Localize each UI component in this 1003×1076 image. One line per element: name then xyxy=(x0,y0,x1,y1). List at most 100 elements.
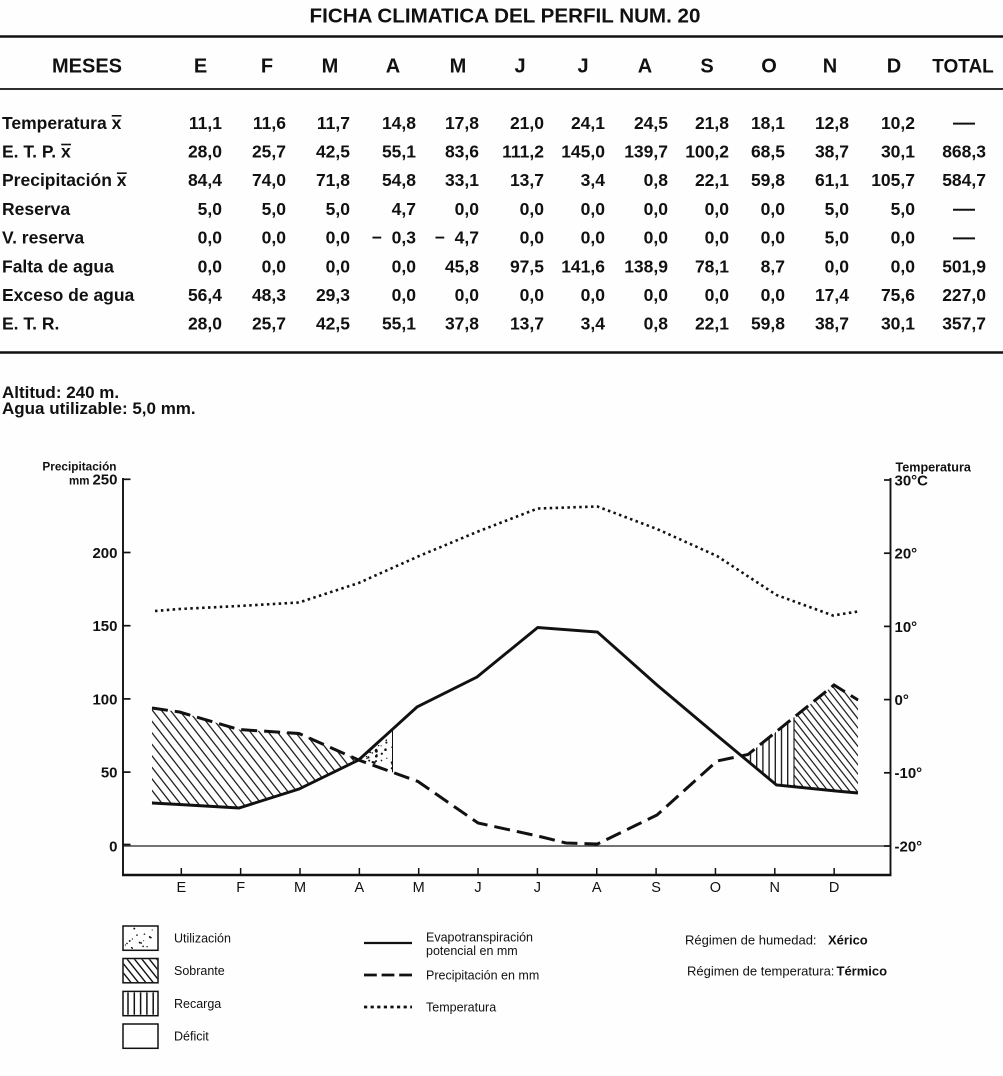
svg-text:18,1: 18,1 xyxy=(751,113,785,133)
svg-text:10°: 10° xyxy=(895,619,918,636)
svg-text:0,0: 0,0 xyxy=(761,228,786,248)
svg-text:A: A xyxy=(638,55,652,77)
svg-text:30,1: 30,1 xyxy=(881,142,915,162)
svg-text:A: A xyxy=(355,880,365,896)
svg-text:100,2: 100,2 xyxy=(685,142,729,162)
svg-text:Régimen de humedad: Xérico: Régimen de humedad: Xérico xyxy=(685,933,868,948)
svg-text:97,5: 97,5 xyxy=(510,256,544,276)
svg-text:E. T. P. x: E. T. P. x xyxy=(2,142,71,162)
svg-text:A: A xyxy=(386,55,400,77)
svg-text:50: 50 xyxy=(101,765,118,782)
svg-text:3,4: 3,4 xyxy=(581,170,606,190)
svg-text:38,7: 38,7 xyxy=(815,314,849,334)
svg-text:56,4: 56,4 xyxy=(188,285,222,305)
svg-text:mm: mm xyxy=(69,476,89,488)
svg-text:59,8: 59,8 xyxy=(751,314,785,334)
svg-text:J: J xyxy=(514,55,525,77)
svg-text:TOTAL: TOTAL xyxy=(932,56,994,77)
svg-text:D: D xyxy=(829,880,839,896)
svg-text:0,0: 0,0 xyxy=(581,285,606,305)
svg-text:71,8: 71,8 xyxy=(316,170,350,190)
svg-text:84,4: 84,4 xyxy=(188,170,222,190)
svg-text:5,0: 5,0 xyxy=(326,199,351,219)
svg-text:227,0: 227,0 xyxy=(942,285,986,305)
svg-text:0: 0 xyxy=(109,839,117,856)
svg-text:17,8: 17,8 xyxy=(445,113,479,133)
svg-text:54,8: 54,8 xyxy=(382,170,416,190)
svg-text:0,0: 0,0 xyxy=(644,228,669,248)
svg-text:J: J xyxy=(474,880,481,896)
svg-text:5,0: 5,0 xyxy=(198,199,223,219)
svg-text:Altitud: 240 m.: Altitud: 240 m. xyxy=(2,383,119,402)
svg-text:38,7: 38,7 xyxy=(815,142,849,162)
svg-text:29,3: 29,3 xyxy=(316,285,350,305)
svg-text:-10°: -10° xyxy=(895,765,923,782)
svg-text:− 4,7: − 4,7 xyxy=(435,228,479,248)
svg-text:111,2: 111,2 xyxy=(502,142,544,162)
svg-text:A: A xyxy=(592,880,602,896)
svg-text:0,0: 0,0 xyxy=(825,256,850,276)
svg-text:3,4: 3,4 xyxy=(581,314,606,334)
svg-text:68,5: 68,5 xyxy=(751,142,785,162)
svg-text:48,3: 48,3 xyxy=(252,285,286,305)
svg-text:0,0: 0,0 xyxy=(581,228,606,248)
svg-text:0,0: 0,0 xyxy=(262,228,287,248)
svg-text:5,0: 5,0 xyxy=(825,199,850,219)
svg-text:0,8: 0,8 xyxy=(644,170,669,190)
svg-text:25,7: 25,7 xyxy=(252,314,286,334)
svg-text:Evapotranspiración: Evapotranspiración xyxy=(426,931,533,945)
svg-text:0°: 0° xyxy=(895,692,909,709)
svg-text:Temperatura x: Temperatura x xyxy=(2,113,122,133)
svg-text:0,0: 0,0 xyxy=(705,199,730,219)
svg-text:22,1: 22,1 xyxy=(695,170,729,190)
svg-text:10,2: 10,2 xyxy=(881,113,915,133)
svg-text:30°C: 30°C xyxy=(895,472,929,489)
svg-text:J: J xyxy=(534,880,541,896)
svg-text:139,7: 139,7 xyxy=(624,142,668,162)
svg-text:24,5: 24,5 xyxy=(634,113,668,133)
svg-text:11,7: 11,7 xyxy=(317,113,350,133)
svg-text:28,0: 28,0 xyxy=(188,314,222,334)
svg-text:0,8: 0,8 xyxy=(644,314,669,334)
svg-text:0,0: 0,0 xyxy=(761,285,786,305)
svg-text:5,0: 5,0 xyxy=(891,199,916,219)
svg-text:105,7: 105,7 xyxy=(871,170,915,190)
svg-text:37,8: 37,8 xyxy=(445,314,479,334)
svg-text:200: 200 xyxy=(92,545,117,562)
svg-text:0,0: 0,0 xyxy=(761,199,786,219)
svg-text:45,8: 45,8 xyxy=(445,256,479,276)
svg-text:M: M xyxy=(450,55,467,77)
svg-text:Régimen de temperatura: Térmic: Régimen de temperatura: Térmico xyxy=(687,963,887,978)
svg-text:12,8: 12,8 xyxy=(815,113,849,133)
svg-text:Reserva: Reserva xyxy=(2,199,70,219)
svg-text:E: E xyxy=(176,880,186,896)
svg-text:0,0: 0,0 xyxy=(326,256,351,276)
svg-text:Precipitación: Precipitación xyxy=(42,460,116,474)
svg-text:Agua utilizable: 5,0 mm.: Agua utilizable: 5,0 mm. xyxy=(2,399,196,418)
svg-text:0,0: 0,0 xyxy=(392,285,417,305)
svg-text:22,1: 22,1 xyxy=(695,314,729,334)
svg-text:13,7: 13,7 xyxy=(510,170,544,190)
svg-text:75,6: 75,6 xyxy=(881,285,915,305)
svg-text:42,5: 42,5 xyxy=(316,142,350,162)
svg-text:138,9: 138,9 xyxy=(624,256,668,276)
svg-text:D: D xyxy=(887,55,901,77)
svg-text:501,9: 501,9 xyxy=(942,256,986,276)
svg-text:0,0: 0,0 xyxy=(198,256,223,276)
svg-text:11,1: 11,1 xyxy=(189,113,222,133)
svg-text:0,0: 0,0 xyxy=(891,228,916,248)
svg-text:8,7: 8,7 xyxy=(761,256,785,276)
svg-text:250: 250 xyxy=(92,472,117,489)
svg-text:55,1: 55,1 xyxy=(382,142,416,162)
svg-text:N: N xyxy=(823,55,837,77)
svg-text:V. reserva: V. reserva xyxy=(2,228,84,248)
svg-text:0,0: 0,0 xyxy=(455,285,480,305)
svg-text:S: S xyxy=(700,55,713,77)
svg-text:− 0,3: − 0,3 xyxy=(372,228,417,248)
svg-text:FICHA CLIMATICA DEL PERFIL NUM: FICHA CLIMATICA DEL PERFIL NUM. 20 xyxy=(310,5,701,28)
svg-text:150: 150 xyxy=(92,618,117,635)
svg-text:0,0: 0,0 xyxy=(705,285,730,305)
svg-text:0,0: 0,0 xyxy=(520,199,545,219)
svg-text:55,1: 55,1 xyxy=(382,314,416,334)
svg-text:13,7: 13,7 xyxy=(510,314,544,334)
